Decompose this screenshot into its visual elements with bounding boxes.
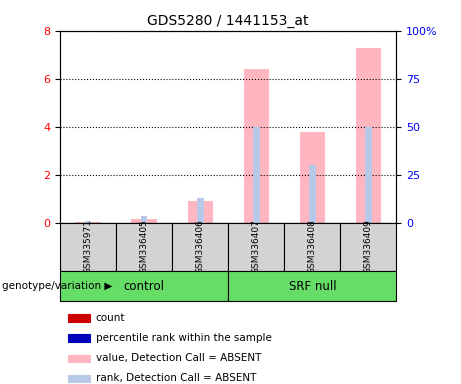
Text: value, Detection Call = ABSENT: value, Detection Call = ABSENT (95, 353, 261, 363)
Text: GSM336409: GSM336409 (364, 219, 373, 274)
Bar (75, 222, 100, 223)
Bar (340, 223, 396, 271)
Text: GSM336405: GSM336405 (140, 219, 148, 274)
Text: GSM335971: GSM335971 (83, 219, 93, 274)
Bar (243, 69, 269, 223)
Bar (197, 198, 203, 223)
Bar (116, 223, 172, 271)
Text: GSM336407: GSM336407 (252, 219, 261, 274)
Text: control: control (124, 280, 165, 293)
Bar (172, 223, 228, 271)
Text: GSM336408: GSM336408 (308, 219, 317, 274)
Bar (68, 334, 89, 342)
Bar (85, 221, 91, 223)
Bar (60, 271, 228, 301)
Bar (365, 127, 372, 223)
Text: rank, Detection Call = ABSENT: rank, Detection Call = ABSENT (95, 373, 256, 383)
Text: genotype/variation ▶: genotype/variation ▶ (2, 281, 112, 291)
Title: GDS5280 / 1441153_at: GDS5280 / 1441153_at (148, 14, 309, 28)
Bar (284, 223, 340, 271)
Text: count: count (95, 313, 125, 323)
Bar (356, 48, 381, 223)
Bar (60, 223, 116, 271)
Bar (131, 219, 157, 223)
Text: SRF null: SRF null (289, 280, 336, 293)
Bar (68, 375, 89, 382)
Bar (309, 165, 316, 223)
Bar (68, 354, 89, 362)
Bar (188, 201, 213, 223)
Bar (141, 216, 148, 223)
Text: GSM336406: GSM336406 (195, 219, 205, 274)
Bar (253, 127, 260, 223)
Bar (228, 271, 396, 301)
Bar (68, 314, 89, 321)
Text: percentile rank within the sample: percentile rank within the sample (95, 333, 272, 343)
Bar (300, 131, 325, 223)
Bar (228, 223, 284, 271)
